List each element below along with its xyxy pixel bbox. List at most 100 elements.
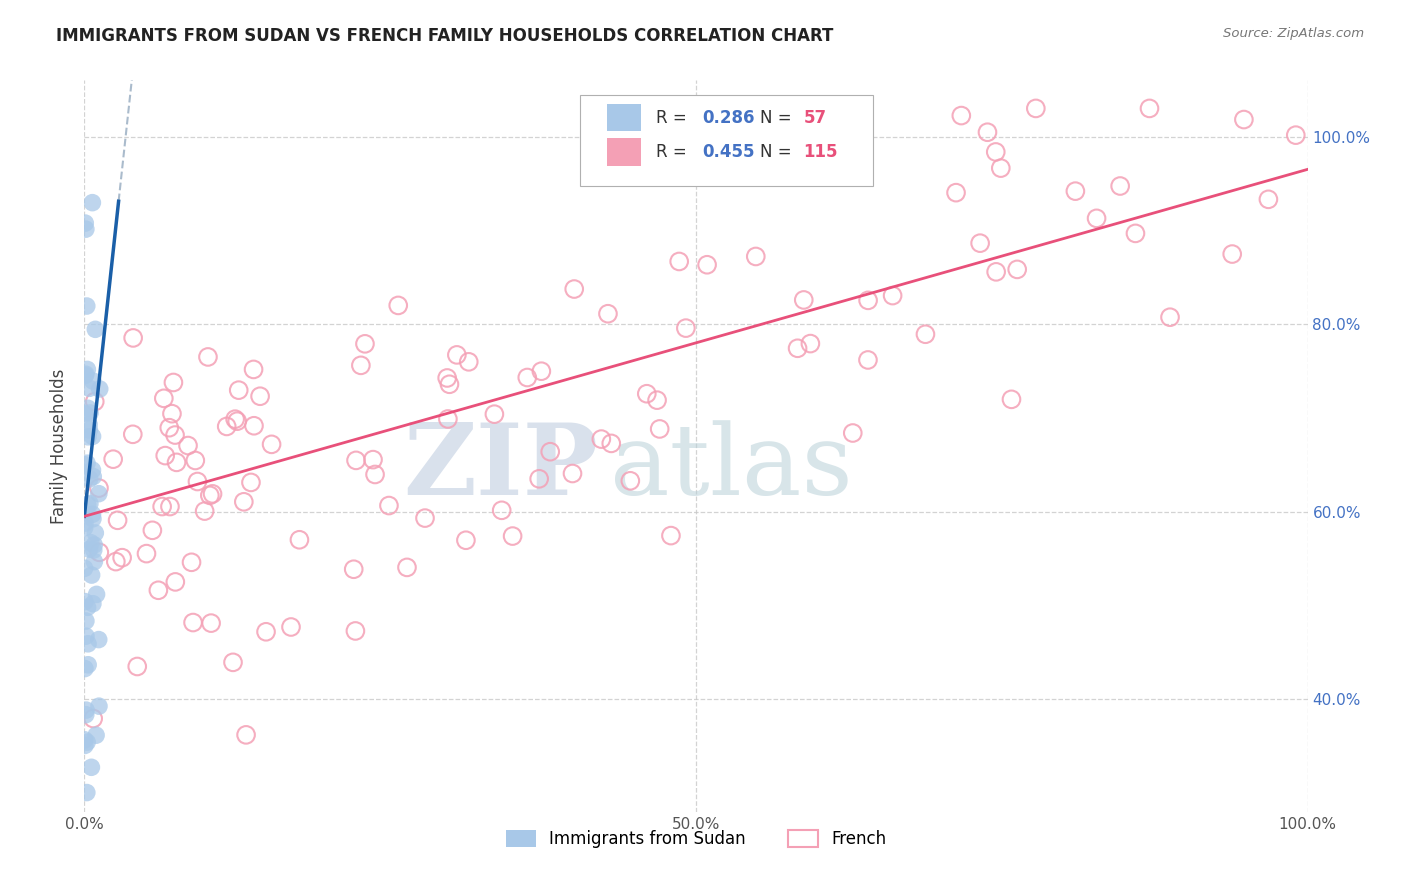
Point [87, 481, 110, 495]
Point [361, 452, 384, 467]
Point [73, 732, 96, 747]
Point [82, 469, 104, 483]
Point [1085, 211, 1108, 226]
Point [89, 545, 111, 559]
FancyBboxPatch shape [606, 103, 641, 131]
Point [591, 432, 613, 446]
Point [232, 495, 254, 509]
Point [387, 298, 409, 312]
Point [165, 574, 187, 589]
Point [83, 555, 105, 569]
Point [254, 624, 277, 639]
Point [260, 437, 283, 451]
Point [76, 498, 98, 512]
Point [1005, 262, 1028, 277]
Point [186, 475, 208, 489]
Point [659, 528, 682, 542]
Point [224, 412, 246, 426]
Point [437, 412, 460, 426]
Point [76, 299, 98, 313]
Point [842, 425, 865, 440]
Point [89, 382, 111, 396]
Point [914, 327, 936, 342]
Point [945, 186, 967, 200]
Point [80, 760, 103, 774]
Point [127, 659, 149, 673]
Text: Source: ZipAtlas.com: Source: ZipAtlas.com [1223, 27, 1364, 40]
Point [538, 444, 561, 458]
Point [82, 463, 104, 477]
Point [82, 374, 104, 388]
Point [984, 265, 1007, 279]
Point [82, 512, 104, 526]
Y-axis label: Family Households: Family Households [51, 368, 69, 524]
Point [969, 236, 991, 251]
Point [343, 562, 366, 576]
Point [83, 543, 105, 558]
Point [198, 488, 221, 502]
Point [73, 458, 96, 472]
Point [166, 455, 188, 469]
Point [75, 703, 97, 717]
Point [87, 632, 110, 647]
Point [1109, 179, 1132, 194]
Text: R =: R = [655, 109, 692, 127]
Point [491, 503, 513, 517]
Point [516, 370, 538, 384]
Point [395, 560, 418, 574]
Point [77, 657, 100, 672]
Text: ZIP: ZIP [404, 419, 598, 516]
Point [104, 555, 127, 569]
Point [80, 568, 103, 582]
Point [200, 616, 222, 631]
Point [249, 389, 271, 403]
Point [984, 145, 1007, 159]
Point [1233, 112, 1256, 127]
Point [882, 288, 904, 302]
Point [75, 368, 97, 383]
Point [148, 583, 170, 598]
Point [159, 500, 181, 514]
Point [83, 538, 105, 552]
Point [1000, 392, 1022, 407]
Point [87, 486, 110, 500]
Point [73, 516, 96, 530]
Point [561, 467, 583, 481]
Text: R =: R = [655, 143, 692, 161]
Point [280, 620, 302, 634]
Point [222, 656, 245, 670]
Point [79, 542, 101, 557]
Point [75, 629, 97, 643]
Point [75, 222, 97, 236]
Point [177, 438, 200, 452]
Point [73, 662, 96, 676]
Point [157, 420, 180, 434]
Point [645, 393, 668, 408]
Text: 57: 57 [804, 109, 827, 127]
Point [976, 125, 998, 139]
Point [950, 109, 973, 123]
Point [527, 472, 550, 486]
FancyBboxPatch shape [606, 138, 641, 166]
Text: 0.455: 0.455 [702, 143, 755, 161]
Point [636, 386, 658, 401]
Point [197, 350, 219, 364]
Point [344, 453, 367, 467]
Point [1139, 102, 1161, 116]
Point [73, 594, 96, 608]
Point [856, 293, 879, 308]
Text: atlas: atlas [610, 420, 853, 516]
Point [226, 414, 249, 428]
Point [439, 377, 461, 392]
Point [79, 423, 101, 437]
Point [215, 419, 238, 434]
Point [288, 533, 311, 547]
Point [201, 487, 224, 501]
Point [73, 521, 96, 535]
Point [413, 511, 436, 525]
Point [194, 504, 217, 518]
Point [436, 371, 458, 385]
Point [243, 418, 266, 433]
Point [155, 449, 177, 463]
Text: N =: N = [759, 143, 796, 161]
